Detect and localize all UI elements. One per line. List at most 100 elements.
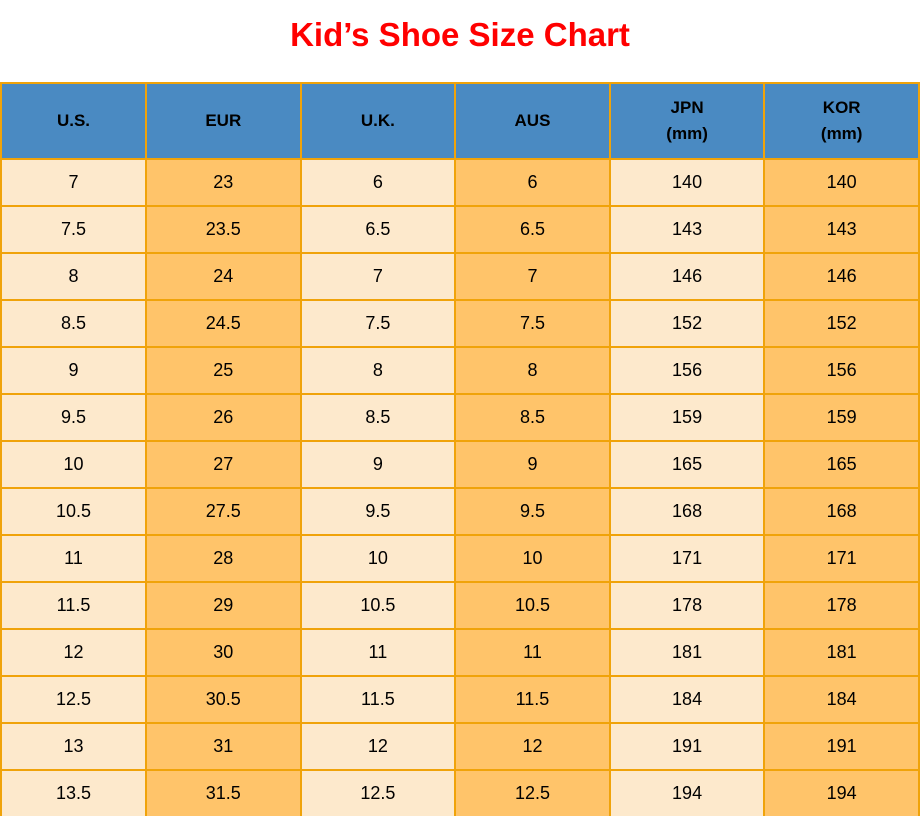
col-header-eur: EUR — [145, 82, 302, 160]
table-row: 11 28 10 10 171 171 — [0, 534, 920, 583]
cell-aus: 11 — [454, 628, 611, 677]
cell-kor: 191 — [763, 722, 920, 771]
col-header-uk-label: U.K. — [360, 110, 395, 130]
cell-uk: 6 — [299, 158, 457, 207]
cell-kor: 140 — [763, 158, 920, 207]
cell-eur: 28 — [145, 534, 302, 583]
cell-us: 7.5 — [0, 205, 147, 254]
cell-us: 13.5 — [0, 769, 147, 816]
cell-us: 8 — [0, 252, 147, 301]
cell-jpn: 165 — [608, 440, 766, 489]
cell-eur: 24.5 — [145, 299, 302, 348]
cell-us: 7 — [0, 158, 147, 207]
cell-aus: 12 — [454, 722, 611, 771]
cell-jpn: 184 — [608, 675, 766, 724]
cell-eur: 31 — [145, 722, 302, 771]
cell-eur: 30 — [145, 628, 302, 677]
cell-us: 10 — [0, 440, 147, 489]
cell-kor: 194 — [763, 769, 920, 816]
table-row: 13.5 31.5 12.5 12.5 194 194 — [0, 769, 920, 816]
cell-aus: 12.5 — [454, 769, 611, 816]
col-header-uk: U.K. — [299, 82, 457, 160]
cell-jpn: 152 — [608, 299, 766, 348]
cell-eur: 31.5 — [145, 769, 302, 816]
cell-us: 9.5 — [0, 393, 147, 442]
col-header-jpn-sublabel: (mm) — [666, 124, 708, 143]
cell-uk: 10.5 — [299, 581, 457, 630]
cell-eur: 29 — [145, 581, 302, 630]
table-row: 12.5 30.5 11.5 11.5 184 184 — [0, 675, 920, 724]
cell-aus: 6 — [454, 158, 611, 207]
cell-jpn: 146 — [608, 252, 766, 301]
col-header-us: U.S. — [0, 82, 147, 160]
col-header-aus: AUS — [454, 82, 611, 160]
cell-jpn: 159 — [608, 393, 766, 442]
cell-eur: 27.5 — [145, 487, 302, 536]
cell-us: 12.5 — [0, 675, 147, 724]
cell-aus: 9 — [454, 440, 611, 489]
cell-kor: 165 — [763, 440, 920, 489]
cell-kor: 152 — [763, 299, 920, 348]
table-row: 10 27 9 9 165 165 — [0, 440, 920, 489]
cell-aus: 11.5 — [454, 675, 611, 724]
cell-eur: 27 — [145, 440, 302, 489]
cell-aus: 6.5 — [454, 205, 611, 254]
col-header-jpn: JPN (mm) — [608, 82, 766, 160]
cell-us: 13 — [0, 722, 147, 771]
cell-uk: 11.5 — [299, 675, 457, 724]
col-header-kor-label: KOR — [822, 97, 861, 117]
cell-aus: 8.5 — [454, 393, 611, 442]
cell-uk: 7.5 — [299, 299, 457, 348]
cell-uk: 8 — [299, 346, 457, 395]
col-header-us-label: U.S. — [56, 110, 91, 130]
cell-uk: 12 — [299, 722, 457, 771]
cell-aus: 10.5 — [454, 581, 611, 630]
cell-kor: 168 — [763, 487, 920, 536]
cell-eur: 30.5 — [145, 675, 302, 724]
cell-kor: 181 — [763, 628, 920, 677]
cell-eur: 23.5 — [145, 205, 302, 254]
cell-jpn: 194 — [608, 769, 766, 816]
cell-aus: 7 — [454, 252, 611, 301]
cell-jpn: 191 — [608, 722, 766, 771]
cell-eur: 25 — [145, 346, 302, 395]
shoe-size-table: U.S. EUR U.K. AUS JPN (mm) KOR (mm) — [0, 82, 920, 816]
col-header-kor-sublabel: (mm) — [820, 124, 863, 143]
table-row: 9.5 26 8.5 8.5 159 159 — [0, 393, 920, 442]
cell-kor: 184 — [763, 675, 920, 724]
cell-eur: 24 — [145, 252, 302, 301]
cell-kor: 178 — [763, 581, 920, 630]
cell-jpn: 168 — [608, 487, 766, 536]
cell-uk: 9.5 — [299, 487, 457, 536]
cell-kor: 159 — [763, 393, 920, 442]
table-row: 9 25 8 8 156 156 — [0, 346, 920, 395]
cell-us: 12 — [0, 628, 147, 677]
cell-kor: 146 — [763, 252, 920, 301]
table-row: 13 31 12 12 191 191 — [0, 722, 920, 771]
cell-aus: 9.5 — [454, 487, 611, 536]
cell-jpn: 156 — [608, 346, 766, 395]
header-row: U.S. EUR U.K. AUS JPN (mm) KOR (mm) — [0, 82, 920, 160]
cell-jpn: 140 — [608, 158, 766, 207]
cell-aus: 8 — [454, 346, 611, 395]
table-row: 10.5 27.5 9.5 9.5 168 168 — [0, 487, 920, 536]
table-row: 8.5 24.5 7.5 7.5 152 152 — [0, 299, 920, 348]
cell-us: 11 — [0, 534, 147, 583]
cell-eur: 26 — [145, 393, 302, 442]
cell-us: 9 — [0, 346, 147, 395]
col-header-eur-label: EUR — [205, 110, 242, 130]
table-row: 7.5 23.5 6.5 6.5 143 143 — [0, 205, 920, 254]
col-header-jpn-label: JPN — [670, 97, 704, 117]
cell-us: 11.5 — [0, 581, 147, 630]
cell-uk: 8.5 — [299, 393, 457, 442]
col-header-kor: KOR (mm) — [763, 82, 920, 160]
cell-jpn: 143 — [608, 205, 766, 254]
col-header-aus-label: AUS — [514, 110, 551, 130]
cell-aus: 7.5 — [454, 299, 611, 348]
cell-uk: 11 — [299, 628, 457, 677]
table-row: 11.5 29 10.5 10.5 178 178 — [0, 581, 920, 630]
table-row: 7 23 6 6 140 140 — [0, 158, 920, 207]
cell-us: 10.5 — [0, 487, 147, 536]
cell-uk: 6.5 — [299, 205, 457, 254]
cell-jpn: 171 — [608, 534, 766, 583]
